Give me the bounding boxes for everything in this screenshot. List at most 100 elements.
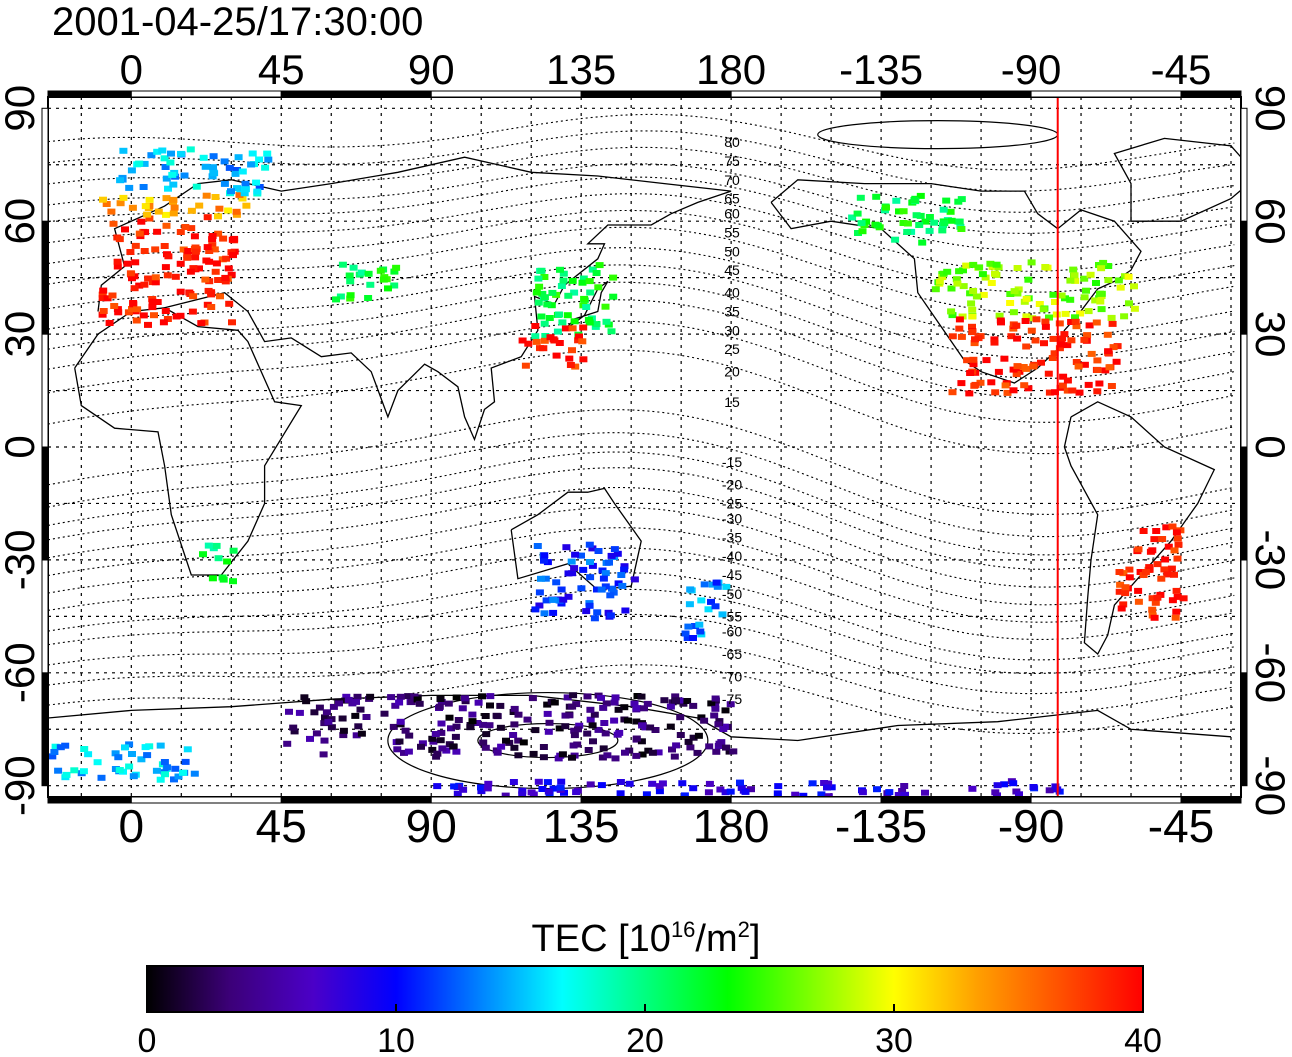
tec-cell bbox=[592, 321, 601, 328]
tec-cell bbox=[518, 337, 527, 344]
tec-cell bbox=[479, 739, 488, 746]
tec-cell bbox=[585, 602, 594, 609]
tec-cell bbox=[189, 265, 198, 272]
tec-cell bbox=[108, 292, 117, 299]
tec-cell bbox=[452, 694, 461, 701]
tec-cell bbox=[1093, 367, 1102, 373]
tec-cell bbox=[946, 208, 955, 215]
tec-cell bbox=[555, 340, 564, 346]
tec-cell bbox=[620, 704, 629, 711]
tec-cell bbox=[579, 566, 588, 573]
tec-cell bbox=[228, 319, 236, 326]
tec-cell bbox=[320, 737, 329, 744]
dip-contour bbox=[48, 467, 1235, 570]
tec-cell bbox=[1087, 350, 1096, 357]
tec-cell bbox=[139, 184, 148, 190]
tec-cell bbox=[393, 746, 402, 753]
tec-cell bbox=[590, 615, 599, 622]
tec-cell bbox=[327, 724, 336, 731]
colorbar-tick-label: 30 bbox=[875, 1022, 913, 1057]
tec-cell bbox=[1009, 780, 1018, 787]
tec-cell bbox=[190, 770, 199, 777]
tec-cell bbox=[125, 741, 134, 748]
tec-cell bbox=[1063, 377, 1072, 384]
tec-cell bbox=[124, 309, 133, 316]
tec-cell bbox=[238, 168, 247, 175]
tec-cell bbox=[566, 362, 575, 368]
tec-cell bbox=[1051, 389, 1059, 396]
tec-cell bbox=[716, 786, 725, 793]
tec-cell bbox=[116, 177, 125, 184]
tec-cell bbox=[113, 258, 122, 265]
tec-cell bbox=[532, 338, 541, 345]
tec-cell bbox=[1027, 327, 1036, 334]
tec-cell bbox=[563, 694, 572, 701]
tec-cell bbox=[1069, 266, 1078, 273]
tec-cell bbox=[140, 248, 149, 254]
tec-cell bbox=[672, 697, 680, 704]
tec-cell bbox=[428, 735, 437, 742]
tec-cell bbox=[987, 280, 996, 286]
tec-cell bbox=[686, 744, 695, 751]
tec-cell bbox=[799, 792, 808, 797]
tec-cell bbox=[602, 318, 611, 325]
tec-cell bbox=[232, 208, 241, 215]
tec-cell bbox=[568, 347, 576, 354]
tec-cell bbox=[170, 204, 179, 211]
tec-cell bbox=[602, 700, 611, 707]
dip-label: -45 bbox=[722, 567, 742, 583]
tec-cell bbox=[1051, 783, 1060, 790]
tec-cell bbox=[391, 702, 400, 709]
tec-cell bbox=[543, 779, 552, 786]
tec-cell bbox=[300, 694, 309, 701]
tec-cell bbox=[225, 164, 234, 171]
tec-cell bbox=[955, 218, 964, 225]
lon-tick-top: 45 bbox=[258, 46, 305, 93]
tec-cell bbox=[534, 778, 543, 785]
tec-data-cells bbox=[48, 146, 1188, 797]
tec-cell bbox=[227, 271, 236, 278]
tec-cell bbox=[729, 748, 738, 755]
dip-label: -65 bbox=[722, 646, 742, 662]
tec-cell bbox=[741, 788, 750, 795]
map-title: 2001-04-25/17:30:00 bbox=[52, 0, 424, 44]
tec-cell bbox=[336, 293, 345, 300]
tec-cell bbox=[229, 252, 237, 259]
tec-cell bbox=[898, 788, 907, 794]
dip-contour bbox=[48, 146, 1235, 213]
tec-cell bbox=[510, 744, 519, 751]
tec-cell bbox=[121, 744, 129, 751]
dip-label: -15 bbox=[722, 454, 742, 470]
tec-cell bbox=[1134, 598, 1143, 605]
dip-contour bbox=[48, 588, 1235, 675]
tec-cell bbox=[921, 218, 930, 225]
tec-cell bbox=[643, 700, 652, 707]
tec-cell bbox=[162, 211, 170, 218]
tec-cell bbox=[696, 628, 705, 635]
tec-cell bbox=[493, 749, 502, 756]
frame-bar-right bbox=[1240, 107, 1248, 222]
tec-cell bbox=[366, 281, 375, 288]
tec-cell bbox=[1013, 363, 1022, 370]
tec-cell bbox=[588, 562, 597, 569]
tec-cell bbox=[1050, 350, 1059, 357]
tec-cell bbox=[452, 748, 461, 755]
lat-tick-right: 30 bbox=[1247, 311, 1292, 358]
tec-cell bbox=[670, 753, 679, 760]
tec-cell bbox=[1031, 337, 1040, 344]
tec-cell bbox=[1072, 359, 1081, 365]
tec-cell bbox=[518, 787, 527, 794]
tec-cell bbox=[1024, 276, 1033, 283]
tec-cell bbox=[1151, 599, 1160, 606]
tec-cell bbox=[642, 791, 651, 797]
tec-cell bbox=[183, 746, 192, 753]
tec-cell bbox=[584, 316, 593, 323]
tec-cell bbox=[697, 597, 706, 604]
tec-cell bbox=[552, 352, 561, 359]
tec-cell bbox=[986, 260, 995, 267]
tec-cell bbox=[540, 274, 549, 280]
tec-cell bbox=[546, 334, 555, 341]
tec-cell bbox=[544, 728, 553, 735]
dip-label: -25 bbox=[722, 495, 742, 511]
lat-tick-left: 60 bbox=[0, 198, 43, 245]
